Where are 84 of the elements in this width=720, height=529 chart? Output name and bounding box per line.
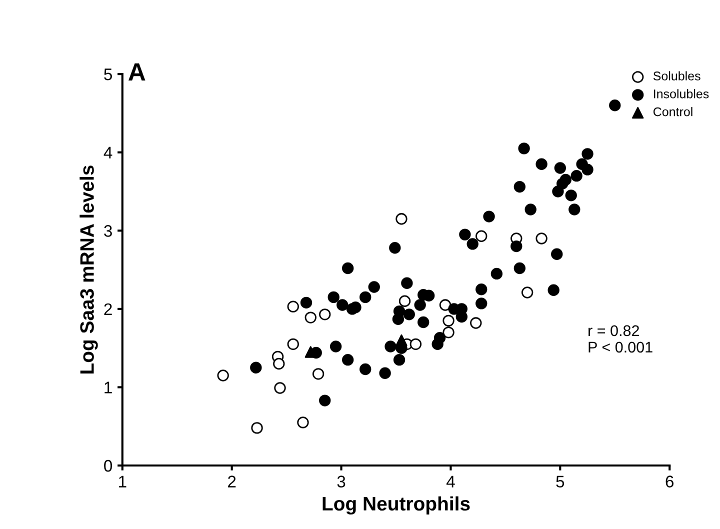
point [287,338,299,350]
point [350,302,362,314]
y-tick-label: 4 [104,146,112,158]
legend-label: Control [653,107,692,116]
y-tick-label: 1 [104,382,112,394]
point [466,238,478,250]
point [368,281,380,293]
point [287,300,299,312]
point [418,316,430,328]
x-tick-label: 1 [119,476,126,488]
point [319,394,331,406]
point [250,362,262,374]
point [582,164,594,176]
x-tick-label: 3 [337,476,346,488]
point [392,313,404,325]
point [217,370,229,382]
point [389,242,401,254]
point [548,284,560,296]
y-tick-label: 3 [104,225,112,237]
y-tick-label: 5 [104,68,112,80]
point [401,277,413,289]
point [251,422,263,434]
point [396,213,408,225]
point [328,291,340,304]
point [582,148,594,160]
point [476,284,488,296]
point [551,248,563,260]
x-tick-label: 2 [228,476,236,488]
point [336,299,348,311]
point [319,308,331,320]
point [510,240,522,252]
point [476,230,488,242]
x-tick-label: 6 [666,476,674,488]
point [410,338,422,350]
point [514,262,526,274]
point [442,326,454,338]
point [312,368,324,380]
point [470,317,482,329]
point [360,363,372,376]
point [560,174,572,186]
point [403,308,415,320]
point [570,170,582,182]
point [514,180,526,193]
point [396,334,408,346]
point [521,286,534,298]
point [342,354,354,366]
point [439,299,452,311]
point [274,382,286,394]
point [483,210,495,222]
x-axis-title: Log Neutrophils [322,496,470,515]
point [524,204,536,216]
point [554,162,566,174]
point [384,340,396,352]
point [304,312,316,324]
legend-label: Solubles [653,71,700,80]
legend-label: Insolubles [654,89,709,98]
point [536,158,548,170]
y-tick-label: 2 [104,303,112,315]
annotation: A [128,63,146,81]
point [565,190,577,202]
point [300,296,312,309]
point [476,298,488,310]
y-tick-label: 0 [104,460,112,472]
y-axis-title: Log Saa3 mRNA levels [80,166,98,374]
point [518,142,530,154]
point [330,340,342,352]
point [568,204,580,216]
point [342,262,354,274]
point [414,299,426,311]
point [398,295,411,307]
point [360,291,372,304]
point [432,338,444,350]
point [459,228,471,240]
x-tick-label: 4 [446,476,455,488]
x-tick-label: 5 [556,476,564,488]
point [273,358,285,370]
point [297,416,309,428]
point [536,232,548,244]
point [609,100,621,112]
point [490,268,503,280]
point [379,367,391,379]
point [442,314,454,327]
point [393,354,406,366]
annotation: r = 0.82 P < 0.001 [588,325,652,353]
